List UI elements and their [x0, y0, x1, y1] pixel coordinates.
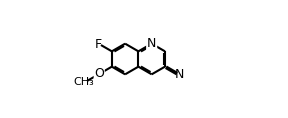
Text: N: N	[147, 37, 156, 50]
Text: N: N	[175, 68, 184, 81]
Text: O: O	[94, 67, 104, 80]
Text: CH₃: CH₃	[73, 77, 94, 87]
Text: F: F	[95, 38, 102, 51]
